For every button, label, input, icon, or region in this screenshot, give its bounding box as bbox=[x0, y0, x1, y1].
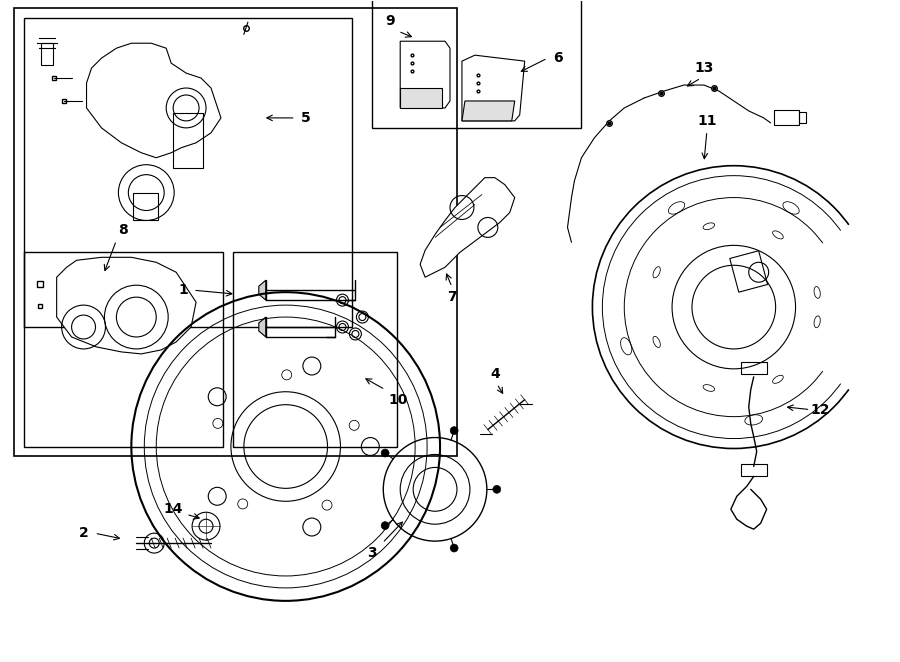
Polygon shape bbox=[400, 88, 442, 108]
Circle shape bbox=[493, 485, 500, 493]
Bar bbox=[173, 113, 203, 167]
Bar bbox=[774, 110, 798, 125]
Text: 2: 2 bbox=[78, 526, 88, 540]
Circle shape bbox=[381, 449, 389, 457]
Text: 7: 7 bbox=[447, 290, 457, 304]
Text: 8: 8 bbox=[119, 223, 129, 238]
Text: 1: 1 bbox=[178, 283, 188, 297]
Circle shape bbox=[381, 522, 389, 530]
Polygon shape bbox=[420, 177, 515, 277]
Bar bbox=[373, 0, 581, 128]
Bar bbox=[741, 362, 767, 374]
Polygon shape bbox=[400, 41, 450, 108]
Polygon shape bbox=[462, 55, 525, 121]
Text: 13: 13 bbox=[694, 61, 714, 75]
Text: 14: 14 bbox=[164, 502, 183, 516]
Text: 5: 5 bbox=[301, 111, 310, 125]
Polygon shape bbox=[462, 101, 515, 121]
Bar bbox=[133, 193, 158, 220]
Text: 3: 3 bbox=[367, 546, 377, 560]
Text: 12: 12 bbox=[811, 402, 830, 416]
Bar bbox=[14, 9, 457, 457]
Bar bbox=[233, 252, 397, 446]
Bar bbox=[40, 43, 53, 65]
Bar bbox=[23, 252, 223, 446]
Text: 11: 11 bbox=[698, 114, 716, 128]
Circle shape bbox=[450, 426, 458, 434]
Polygon shape bbox=[259, 280, 266, 300]
Text: 10: 10 bbox=[389, 393, 408, 406]
Wedge shape bbox=[811, 224, 878, 390]
Polygon shape bbox=[259, 317, 266, 337]
Polygon shape bbox=[57, 258, 196, 354]
Text: 4: 4 bbox=[490, 367, 500, 381]
Bar bbox=[741, 465, 767, 477]
Polygon shape bbox=[86, 43, 221, 158]
Text: 9: 9 bbox=[385, 15, 395, 28]
Circle shape bbox=[450, 544, 458, 552]
Bar bbox=[730, 251, 768, 292]
Bar bbox=[23, 19, 353, 327]
Bar bbox=[798, 112, 806, 123]
Text: 6: 6 bbox=[553, 51, 562, 65]
